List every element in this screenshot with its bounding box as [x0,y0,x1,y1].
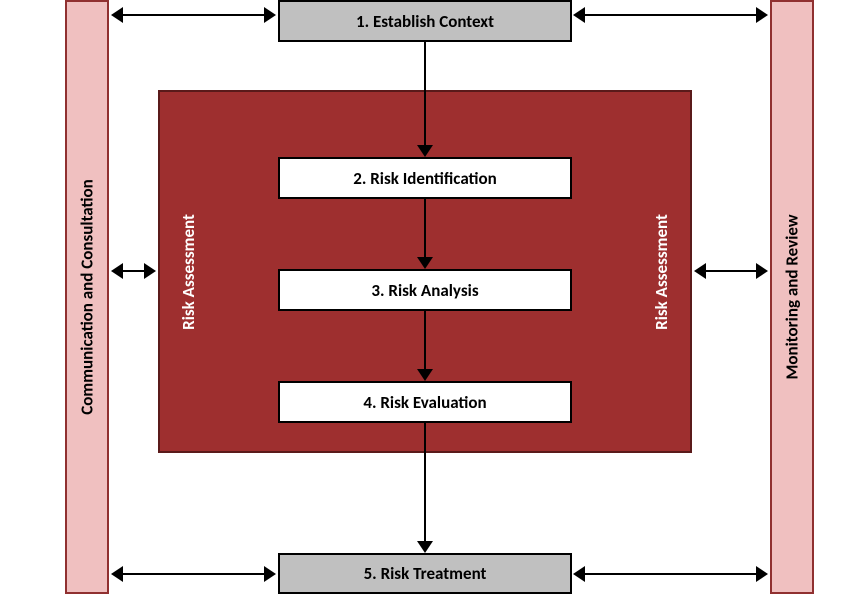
arrow-down-2 [424,311,426,369]
arrow-double-h-3 [706,270,756,272]
left-sidebar: Communication and Consultation [65,0,109,594]
step4-label: 4. Risk Evaluation [363,392,486,413]
arrow-down-1 [424,199,426,257]
panel-label-right: Risk Assessment [651,214,672,330]
step1-box: 1. Establish Context [278,0,572,42]
step4-box: 4. Risk Evaluation [278,381,572,423]
arrow-double-h-0 [123,14,264,16]
arrow-double-h-2 [123,270,144,272]
step3-label: 3. Risk Analysis [371,280,478,301]
arrow-down-0 [424,42,426,145]
arrow-double-h-4 [123,573,264,575]
arrow-double-h-1 [585,14,756,16]
step1-label: 1. Establish Context [356,11,494,32]
right-sidebar-label: Monitoring and Review [782,214,803,379]
step5-box: 5. Risk Treatment [278,553,572,594]
step5-label: 5. Risk Treatment [364,563,487,584]
panel-label-left: Risk Assessment [178,214,199,330]
step2-label: 2. Risk Identification [353,168,497,189]
step3-box: 3. Risk Analysis [278,269,572,311]
right-sidebar: Monitoring and Review [770,0,814,594]
arrow-double-h-5 [585,573,756,575]
left-sidebar-label: Communication and Consultation [77,179,98,415]
arrow-down-3 [424,423,426,541]
step2-box: 2. Risk Identification [278,157,572,199]
